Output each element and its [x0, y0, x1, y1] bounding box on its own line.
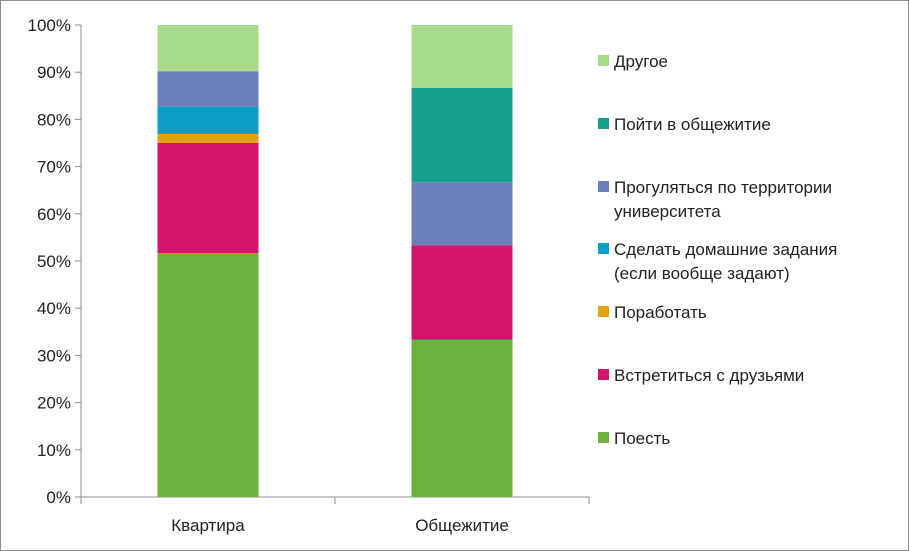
y-tick-label: 100%	[28, 16, 71, 35]
y-tick-label: 50%	[37, 252, 71, 271]
legend-label: Поработать	[614, 303, 707, 322]
bar-segment-0-4	[157, 71, 259, 107]
legend-swatch	[598, 55, 609, 66]
legend-swatch	[598, 181, 609, 192]
y-tick-label: 20%	[37, 394, 71, 413]
bar-segment-1-0	[411, 339, 513, 497]
bar-segment-0-6	[157, 25, 259, 72]
bar-segment-0-0	[157, 252, 259, 497]
y-tick-label: 70%	[37, 158, 71, 177]
x-category-label: Общежитие	[415, 516, 509, 535]
y-tick-label: 80%	[37, 110, 71, 129]
y-tick-label: 30%	[37, 346, 71, 365]
bar-segment-1-5	[411, 87, 513, 183]
legend-swatch	[598, 243, 609, 254]
bar-segment-1-1	[411, 245, 513, 340]
legend-label: Пойти в общежитие	[614, 115, 771, 134]
legend-swatch	[598, 306, 609, 317]
y-tick-label: 0%	[46, 488, 71, 507]
legend-swatch	[598, 432, 609, 443]
legend-swatch	[598, 369, 609, 380]
legend-label: Другое	[614, 52, 668, 71]
bar-segment-0-2	[157, 134, 259, 143]
y-tick-label: 40%	[37, 299, 71, 318]
legend-label: Поесть	[614, 429, 670, 448]
bar-segment-0-1	[157, 143, 259, 253]
bar-segment-1-6	[411, 25, 513, 88]
y-tick-label: 60%	[37, 205, 71, 224]
legend-label: Прогуляться по территории	[614, 178, 832, 197]
legend-label: Встретиться с друзьями	[614, 366, 804, 385]
legend-label: Сделать домашние задания	[614, 240, 837, 259]
y-tick-label: 90%	[37, 63, 71, 82]
legend-label: университета	[614, 202, 721, 221]
x-category-label: Квартира	[171, 516, 245, 535]
bar-segment-0-3	[157, 106, 259, 135]
y-tick-label: 10%	[37, 441, 71, 460]
legend-swatch	[598, 118, 609, 129]
bar-segment-1-4	[411, 182, 513, 246]
legend-label: (если вообще задают)	[614, 264, 790, 283]
